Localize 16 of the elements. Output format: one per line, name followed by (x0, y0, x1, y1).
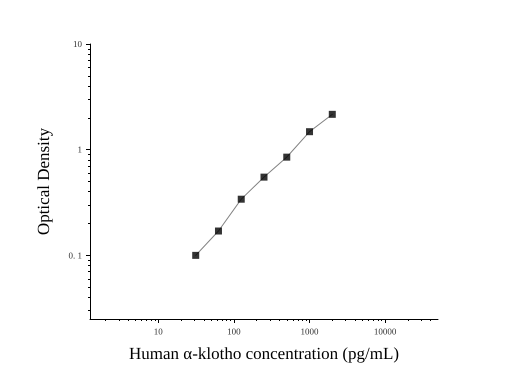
x-tick-label: 10 (154, 326, 164, 336)
point (192, 252, 200, 259)
x-tick-label: 100 (227, 326, 242, 336)
point (283, 154, 290, 161)
x-tick-label: 1000 (300, 326, 320, 336)
y-tick-label: 1 (78, 144, 82, 155)
y-tick-label: 0. 1 (68, 250, 82, 260)
y-tick-label: 10 (73, 39, 82, 49)
point (260, 174, 268, 181)
point (306, 128, 314, 136)
point (238, 196, 245, 203)
point (214, 228, 222, 235)
point (328, 110, 336, 118)
y-axis-title: Optical Density (34, 127, 53, 236)
x-tick-label: 10000 (374, 326, 397, 336)
x-axis-title: Human α-klotho concentration (pg/mL) (129, 344, 399, 363)
